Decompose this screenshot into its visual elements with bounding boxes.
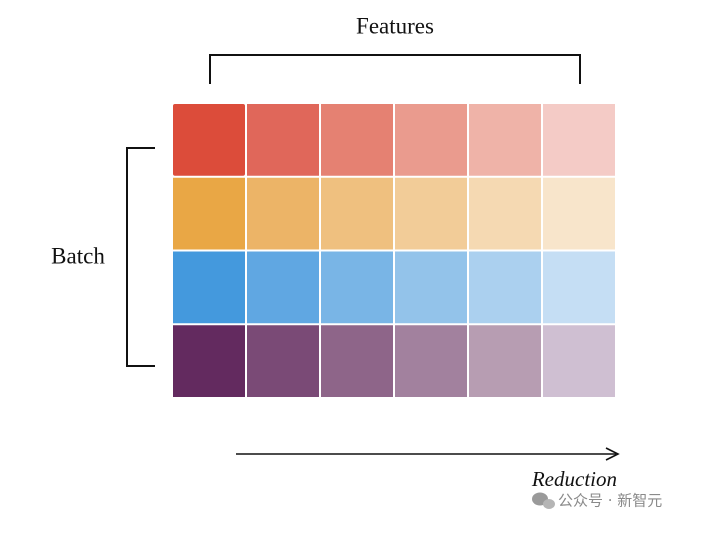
- watermark-text: 公众号 · 新智元: [558, 492, 662, 510]
- grid-cell: [395, 251, 467, 324]
- grid-cell: [469, 325, 541, 397]
- grid-cell: [543, 104, 615, 176]
- grid-cell: [469, 251, 541, 324]
- grid-cell: [321, 104, 393, 176]
- grid-cell: [469, 104, 541, 176]
- grid-cell: [395, 325, 467, 397]
- grid-cell: [247, 251, 319, 324]
- tensor-grid: [173, 104, 615, 397]
- grid-cell: [247, 325, 319, 397]
- features-label: Features: [356, 13, 434, 38]
- grid-cell: [543, 325, 615, 397]
- grid-cell: [543, 177, 615, 250]
- grid-cell: [173, 104, 245, 176]
- grid-cell: [469, 177, 541, 250]
- reduction-label: Reduction: [531, 467, 617, 491]
- grid-cell: [173, 325, 245, 397]
- batch-label: Batch: [51, 243, 105, 268]
- grid-cell: [247, 104, 319, 176]
- grid-cell: [173, 251, 245, 324]
- grid-cell: [395, 177, 467, 250]
- features-bracket: [209, 54, 581, 84]
- batch-bracket: [126, 147, 155, 367]
- grid-cell: [321, 177, 393, 250]
- grid-cell: [173, 177, 245, 250]
- grid-cell: [321, 251, 393, 324]
- grid-cell: [321, 325, 393, 397]
- grid-cell: [543, 251, 615, 324]
- watermark: 公众号 · 新智元: [532, 492, 662, 510]
- grid-cell: [247, 177, 319, 250]
- arrow-head: [605, 447, 620, 461]
- watermark-icon: [543, 499, 555, 509]
- grid-cell: [395, 104, 467, 176]
